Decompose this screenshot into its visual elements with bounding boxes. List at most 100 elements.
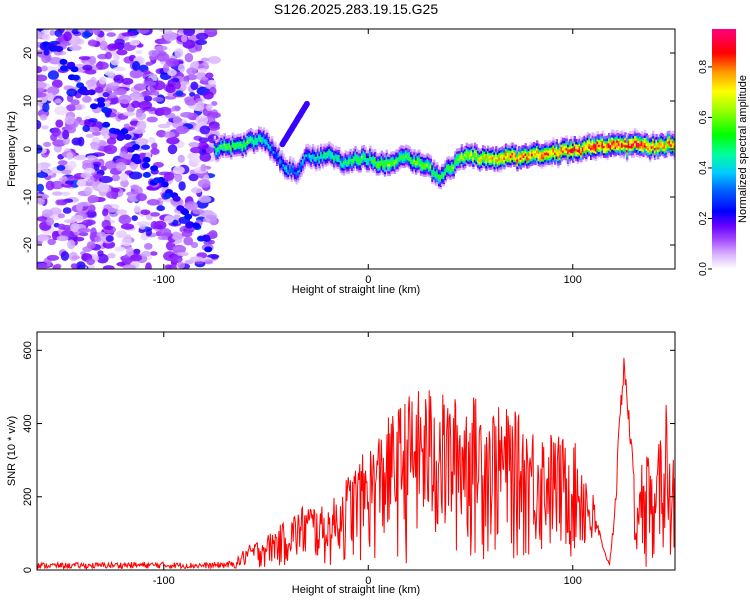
spectrogram-cell bbox=[223, 135, 226, 139]
spectrogram-cell bbox=[429, 157, 432, 162]
spectrogram-cell bbox=[567, 156, 570, 160]
spectrogram-cell bbox=[359, 152, 362, 156]
spectrogram-cell bbox=[423, 173, 426, 177]
spectrogram-cell bbox=[519, 166, 522, 170]
spectrogram-cell bbox=[552, 137, 555, 141]
spectrogram-cell bbox=[598, 134, 601, 138]
spectrogram-cell bbox=[509, 164, 513, 168]
spectrogram-cell bbox=[609, 141, 612, 146]
spectrogram-cell bbox=[217, 155, 220, 160]
spectrogram-cell bbox=[136, 120, 147, 131]
spectrogram-cell bbox=[611, 134, 614, 138]
spectrogram-cell bbox=[316, 157, 320, 161]
spectrogram-cell bbox=[418, 151, 421, 156]
spectrogram-cell bbox=[650, 136, 653, 140]
spectrogram-cell bbox=[576, 146, 580, 150]
spectrogram-cell bbox=[493, 149, 496, 153]
spectrogram-cell bbox=[428, 173, 431, 177]
spectrogram-cell bbox=[142, 171, 151, 178]
spectrogram-cell bbox=[320, 143, 323, 147]
spectrogram-cell bbox=[360, 160, 364, 164]
spectrogram-cell bbox=[661, 141, 665, 145]
spectrogram-cell bbox=[61, 169, 72, 175]
spectrogram-cell bbox=[228, 151, 231, 156]
spectrogram-cell bbox=[581, 156, 585, 160]
spectrogram-cell bbox=[266, 148, 269, 152]
spectrogram-cell bbox=[149, 55, 156, 61]
spectrogram-cell bbox=[558, 154, 562, 158]
spectrogram-cell bbox=[141, 144, 150, 150]
spectrogram-cell bbox=[447, 170, 450, 174]
spectrogram-cell bbox=[647, 137, 650, 141]
spectrogram-cell bbox=[501, 151, 504, 155]
spectrogram-cell bbox=[506, 159, 509, 163]
spectrogram-cell bbox=[457, 160, 460, 164]
spectrogram-cell bbox=[604, 138, 608, 142]
spectrogram-cell bbox=[529, 144, 532, 148]
spectrogram-cell bbox=[500, 161, 503, 165]
spectrogram-cell bbox=[513, 146, 516, 151]
spectrogram-cell bbox=[560, 139, 563, 143]
spectrogram-cell bbox=[590, 144, 593, 148]
spectrogram-cell bbox=[498, 157, 501, 161]
spectrogram-cell bbox=[663, 150, 666, 154]
spectrogram-cell bbox=[475, 151, 478, 155]
spectrogram-cell bbox=[480, 148, 483, 152]
spectrogram-cell bbox=[37, 119, 42, 130]
spectrogram-cell bbox=[585, 151, 588, 155]
spectrogram-cell bbox=[504, 143, 508, 147]
spectrogram-cell bbox=[378, 164, 382, 168]
spectrogram-cell bbox=[174, 173, 183, 183]
spectrogram-cell bbox=[455, 160, 459, 164]
spectrogram-cell bbox=[274, 153, 277, 157]
spectrogram-cell bbox=[313, 165, 316, 169]
spectrogram-cell bbox=[279, 160, 282, 164]
spectrogram-cell bbox=[364, 158, 367, 162]
spectrogram-cell bbox=[223, 150, 226, 154]
spectrogram-cell bbox=[519, 159, 522, 163]
spectrogram-cell bbox=[442, 178, 446, 182]
spectrogram-cell bbox=[226, 140, 230, 144]
spectrogram-cell bbox=[323, 160, 326, 164]
spectrogram-cell bbox=[359, 155, 362, 159]
spectrogram-cell bbox=[311, 153, 315, 157]
spectrogram-cell bbox=[385, 159, 388, 163]
spectrogram-cell bbox=[549, 156, 552, 161]
spectrogram-cell bbox=[302, 153, 305, 157]
spectrogram-cell bbox=[324, 144, 328, 148]
spectrogram-cell bbox=[464, 146, 467, 150]
spectrogram-cell bbox=[385, 156, 388, 161]
x-tick-label: 100 bbox=[564, 274, 582, 286]
spectrogram-cell bbox=[475, 144, 478, 148]
spectrogram-cell bbox=[87, 126, 100, 133]
spectrogram-cell bbox=[594, 138, 598, 142]
spectrogram-cell bbox=[351, 165, 354, 169]
spectrogram-cell bbox=[374, 163, 377, 167]
spectrogram-cell bbox=[447, 168, 450, 172]
spectrogram-cell bbox=[246, 132, 249, 136]
spectrogram-cell bbox=[248, 133, 251, 138]
spectrogram-cell bbox=[470, 162, 473, 166]
spectrogram-cell bbox=[486, 164, 490, 168]
spectrogram-cell bbox=[228, 137, 231, 141]
spectrogram-cell bbox=[616, 134, 619, 138]
spectrogram-cell bbox=[657, 137, 660, 141]
spectrogram-cell bbox=[658, 143, 662, 147]
spectrogram-cell bbox=[477, 159, 480, 163]
spectrogram-cell bbox=[321, 153, 325, 157]
snr-plot-area bbox=[37, 332, 675, 570]
spectrogram-cell bbox=[632, 152, 635, 156]
spectrogram-cell bbox=[331, 153, 334, 157]
spectrogram-cell bbox=[446, 171, 449, 175]
spectrogram-cell bbox=[472, 154, 475, 158]
spectrogram-cell bbox=[601, 142, 604, 146]
spectrogram-cell bbox=[351, 153, 354, 157]
spectrogram-cell bbox=[37, 163, 43, 172]
spectrogram-cell bbox=[580, 154, 583, 158]
spectrogram-cell bbox=[413, 166, 416, 170]
spectrogram-cell bbox=[634, 152, 637, 156]
spectrogram-cell bbox=[398, 153, 401, 158]
spectrogram-cell bbox=[586, 137, 590, 141]
spectrogram-cell bbox=[243, 141, 246, 146]
spectrogram-cell bbox=[254, 136, 257, 141]
